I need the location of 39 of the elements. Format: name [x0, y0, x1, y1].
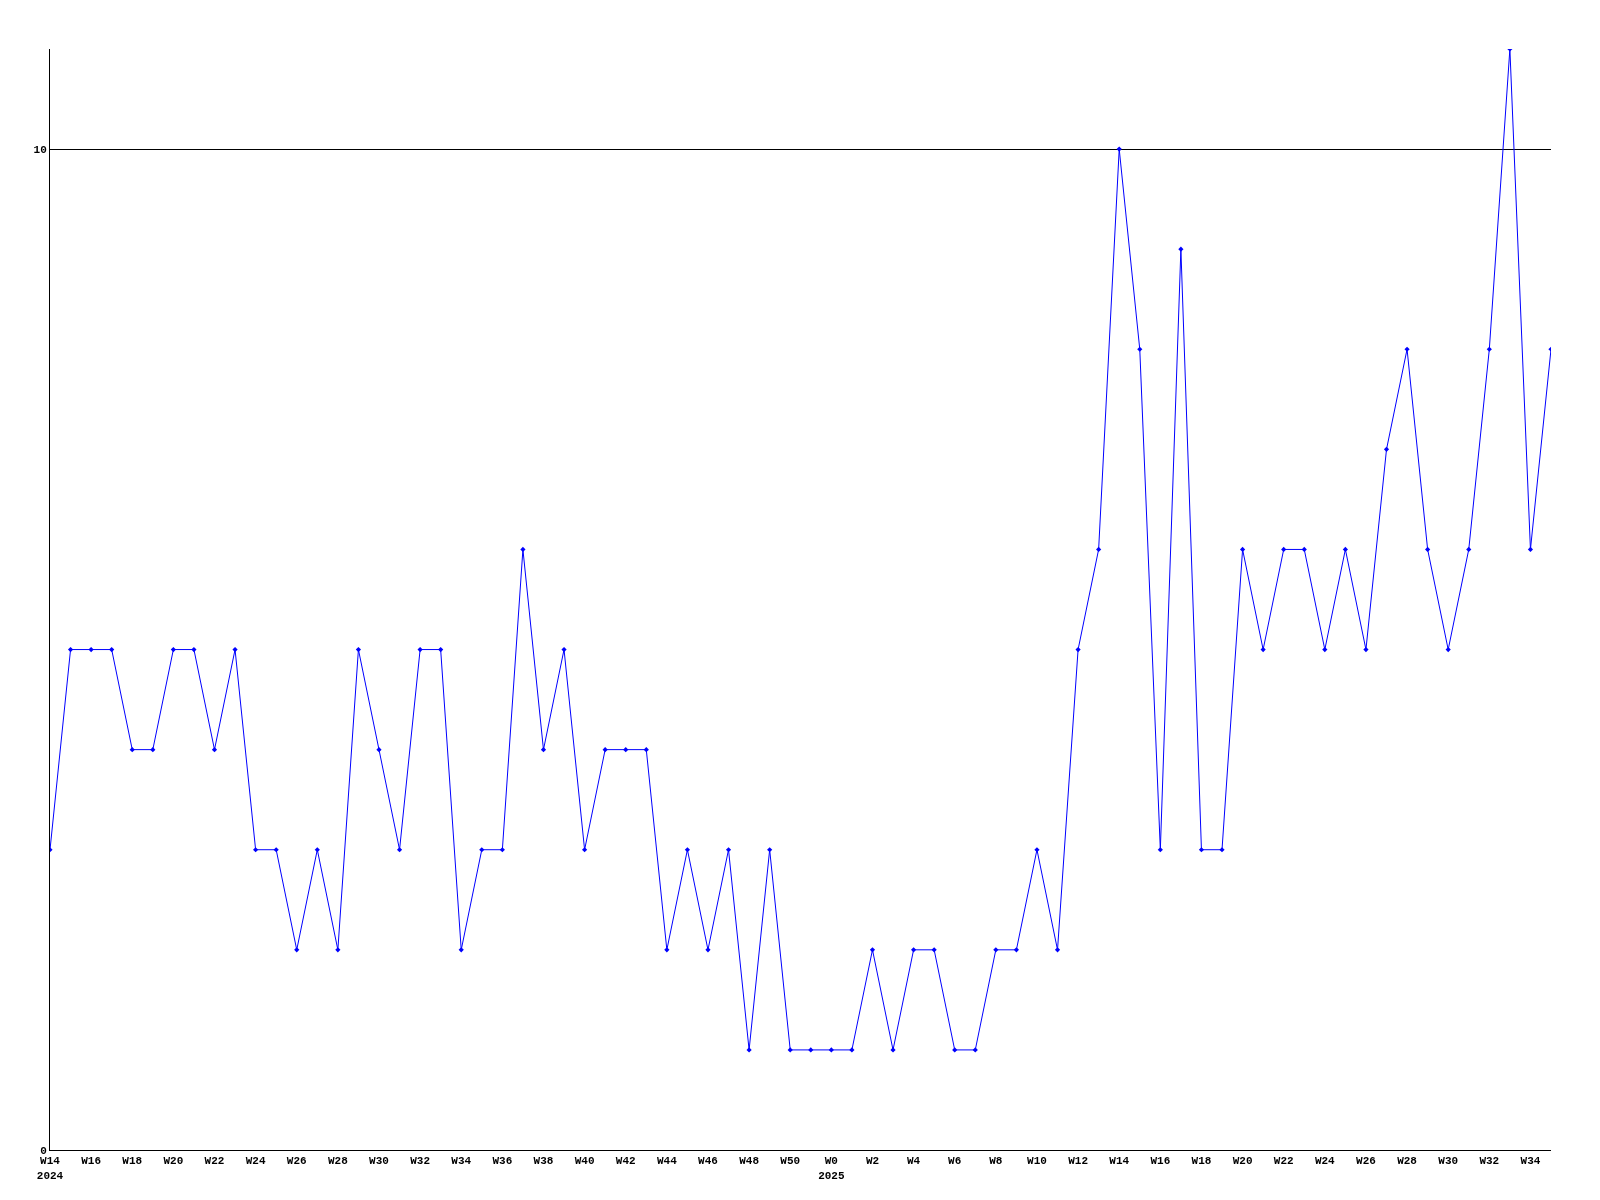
- x-tick-label: W46: [698, 1155, 718, 1168]
- x-tick-label: W16: [81, 1155, 102, 1168]
- x-tick-label: W10: [1027, 1155, 1047, 1168]
- x-tick-label: W42: [615, 1155, 636, 1168]
- x-tick-label: W30: [369, 1155, 389, 1168]
- x-tick-label: W38: [533, 1155, 554, 1168]
- x-tick-label: W20: [163, 1155, 184, 1168]
- x-tick-label: W28: [1397, 1155, 1418, 1168]
- x-tick-label: W2: [865, 1155, 880, 1168]
- x-tick-label: W26: [1356, 1155, 1376, 1168]
- x-tick-label: W44: [656, 1155, 678, 1168]
- x-tick-label: W28: [327, 1155, 349, 1168]
- x-tick-label: W6: [948, 1155, 962, 1168]
- x-tick-label: W8: [989, 1155, 1003, 1168]
- x-tick-label: W16: [1150, 1155, 1171, 1168]
- x-tick-label: W26: [286, 1155, 307, 1168]
- x-tick-label: W36: [492, 1155, 513, 1168]
- x-tick-label: W30: [1438, 1155, 1459, 1168]
- x-tick-label: W50: [780, 1155, 801, 1168]
- x-tick-label: W14 2024: [36, 1155, 64, 1182]
- x-tick-label: W32: [1479, 1155, 1500, 1168]
- x-tick-label: W24: [245, 1155, 266, 1168]
- x-tick-label: W22: [204, 1155, 225, 1168]
- x-tick-label: W32: [410, 1155, 431, 1168]
- x-tick-label: W4: [906, 1155, 921, 1168]
- x-tick-label: W34: [451, 1155, 472, 1168]
- x-tick-label: W18: [122, 1155, 143, 1168]
- x-tick-label: W20: [1232, 1155, 1253, 1168]
- x-tick-label: W0 2025: [818, 1155, 845, 1182]
- x-tick-label: W48: [739, 1155, 760, 1168]
- x-tick-label: W14: [1109, 1155, 1130, 1168]
- y-tick-label: 0: [40, 1144, 47, 1157]
- y-tick-label: 10: [33, 143, 47, 156]
- x-tick-label: W40: [574, 1155, 595, 1168]
- x-tick-label: W22: [1273, 1155, 1294, 1168]
- x-tick-label: W34: [1520, 1155, 1541, 1168]
- x-tick-label: W24: [1314, 1155, 1336, 1168]
- x-tick-label: W18: [1191, 1155, 1212, 1168]
- x-tick-label: W12: [1068, 1155, 1088, 1168]
